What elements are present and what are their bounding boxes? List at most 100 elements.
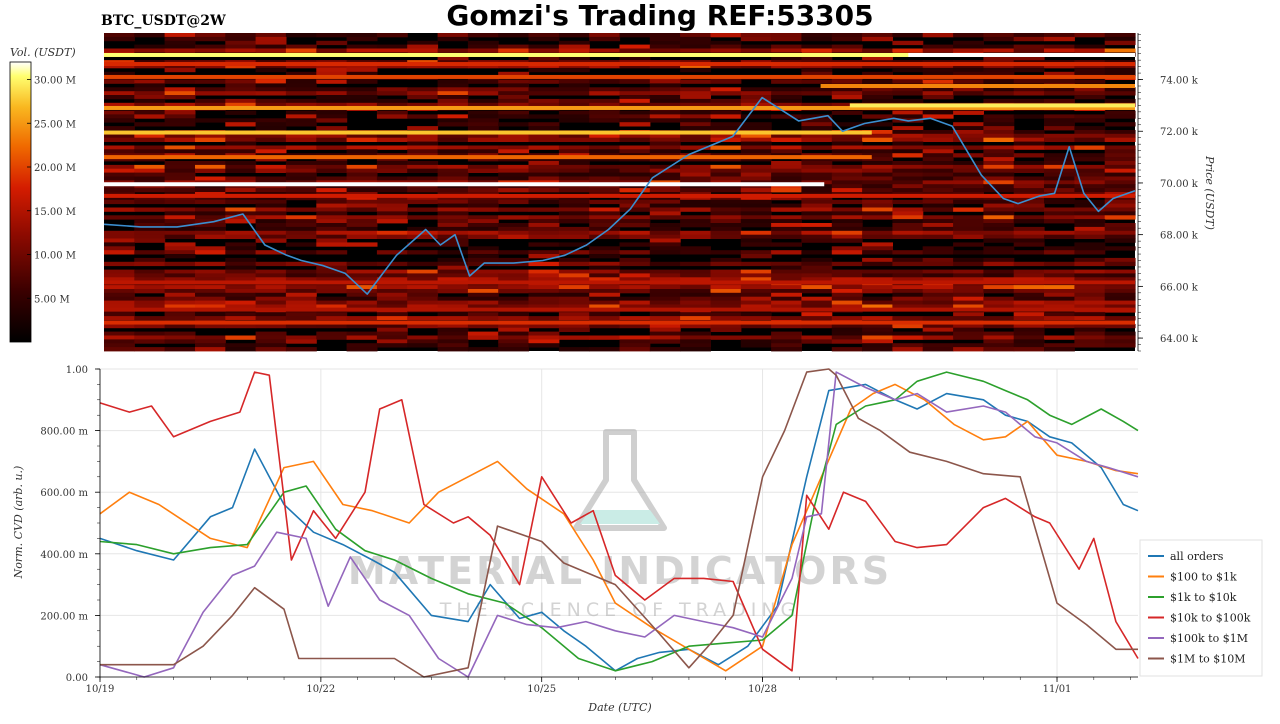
heatmap-cell: [1104, 335, 1136, 340]
heatmap-cell: [589, 347, 621, 352]
heatmap-cell: [862, 164, 893, 170]
heatmap-cell: [437, 199, 469, 205]
heatmap-cell: [1044, 145, 1075, 150]
heatmap-cell: [710, 44, 742, 49]
heatmap-cell: [862, 215, 893, 220]
heatmap-cell: [104, 312, 135, 317]
heatmap-cell: [1044, 64, 1075, 69]
heatmap-cell: [740, 242, 772, 247]
heatmap-cell: [710, 335, 742, 340]
heatmap-cell: [376, 339, 408, 344]
heatmap-cell: [649, 300, 681, 305]
heatmap-cell: [589, 285, 621, 290]
heatmap-cell: [862, 327, 893, 332]
heatmap-cell: [467, 289, 499, 294]
heatmap-cell: [831, 141, 863, 146]
heatmap-cell: [983, 145, 1015, 150]
heatmap-cell: [1044, 157, 1075, 162]
heatmap-cell: [255, 250, 287, 255]
heatmap-cell: [831, 226, 863, 232]
heatmap-cell: [195, 343, 226, 348]
heatmap-cell: [862, 226, 893, 232]
heatmap-cell: [892, 199, 924, 205]
heatmap-cell: [528, 44, 560, 49]
heatmap-cell: [1013, 347, 1045, 352]
heatmap-cell: [649, 304, 681, 309]
heatmap-cell: [801, 126, 833, 131]
heatmap-cell: [498, 261, 530, 267]
heatmap-cell: [983, 269, 1015, 274]
heatmap-cell: [255, 98, 287, 104]
heatmap-cell: [771, 36, 802, 42]
heatmap-cell: [922, 273, 954, 278]
heatmap-cell: [104, 335, 135, 340]
heatmap-cell: [528, 339, 560, 344]
heatmap-cell: [983, 246, 1015, 251]
heatmap-cell: [892, 296, 924, 301]
heatmap-cell: [164, 67, 196, 73]
heatmap-cell: [619, 168, 651, 173]
heatmap-cell: [195, 133, 226, 139]
heatmap-cell: [680, 157, 711, 162]
heatmap-cell: [467, 292, 499, 298]
heatmap-cell: [1104, 33, 1136, 38]
heatmap-cell: [1074, 277, 1106, 282]
heatmap-cell: [710, 102, 742, 108]
heatmap-cell: [892, 188, 924, 193]
heatmap-cell: [953, 67, 984, 73]
heatmap-cell: [771, 33, 802, 38]
heatmap-cell: [740, 137, 772, 142]
heatmap-cell: [831, 300, 863, 305]
heatmap-cell: [437, 137, 469, 142]
heatmap-cell: [1074, 33, 1106, 38]
heatmap-cell: [892, 230, 924, 236]
heatmap-cell: [862, 157, 893, 162]
heatmap-cell: [285, 118, 317, 123]
heatmap-cell: [740, 277, 772, 282]
heatmap-cell: [134, 257, 166, 263]
heatmap-cell: [255, 133, 287, 139]
heatmap-cell: [862, 203, 893, 208]
heatmap-cell: [619, 164, 651, 170]
heatmap-cell: [285, 110, 317, 115]
heatmap-cell: [649, 141, 681, 146]
heatmap-cell: [164, 339, 196, 344]
heatmap-cell: [801, 36, 833, 42]
heatmap-cell: [467, 79, 499, 84]
heatmap-cell: [892, 67, 924, 73]
heatmap-cell: [104, 102, 135, 108]
heatmap-cell: [1044, 289, 1075, 294]
heatmap-cell: [862, 133, 893, 139]
heatmap-cell: [953, 180, 984, 185]
heatmap-cell: [983, 157, 1015, 162]
heatmap-cell: [619, 203, 651, 208]
heatmap-cell: [892, 347, 924, 352]
heatmap-cell: [831, 157, 863, 162]
heatmap-cell: [558, 98, 590, 104]
heatmap-cell: [953, 126, 984, 131]
heatmap-cell: [1104, 157, 1136, 162]
heatmap-cell: [983, 257, 1015, 263]
heatmap-cell: [346, 343, 378, 348]
heatmap-cell: [528, 188, 560, 193]
heatmap-cell: [771, 176, 802, 181]
heatmap-volume-band: [104, 280, 1135, 285]
heatmap-cell: [1013, 176, 1045, 181]
heatmap-cell: [589, 168, 621, 173]
heatmap-cell: [589, 277, 621, 282]
heatmap-cell: [437, 118, 469, 123]
heatmap-cell: [104, 164, 135, 170]
heatmap-cell: [467, 285, 499, 290]
heatmap-cell: [922, 87, 954, 92]
heatmap-cell: [1104, 331, 1136, 336]
heatmap-cell: [922, 203, 954, 208]
heatmap-cell: [619, 335, 651, 340]
heatmap-cell: [407, 316, 439, 321]
heatmap-volume-band: [104, 320, 1135, 325]
heatmap-cell: [558, 157, 590, 162]
heatmap-cell: [892, 343, 924, 348]
heatmap-cell: [528, 168, 560, 173]
heatmap-cell: [983, 223, 1015, 228]
heatmap-cell: [649, 238, 681, 243]
heatmap-cell: [1074, 188, 1106, 193]
